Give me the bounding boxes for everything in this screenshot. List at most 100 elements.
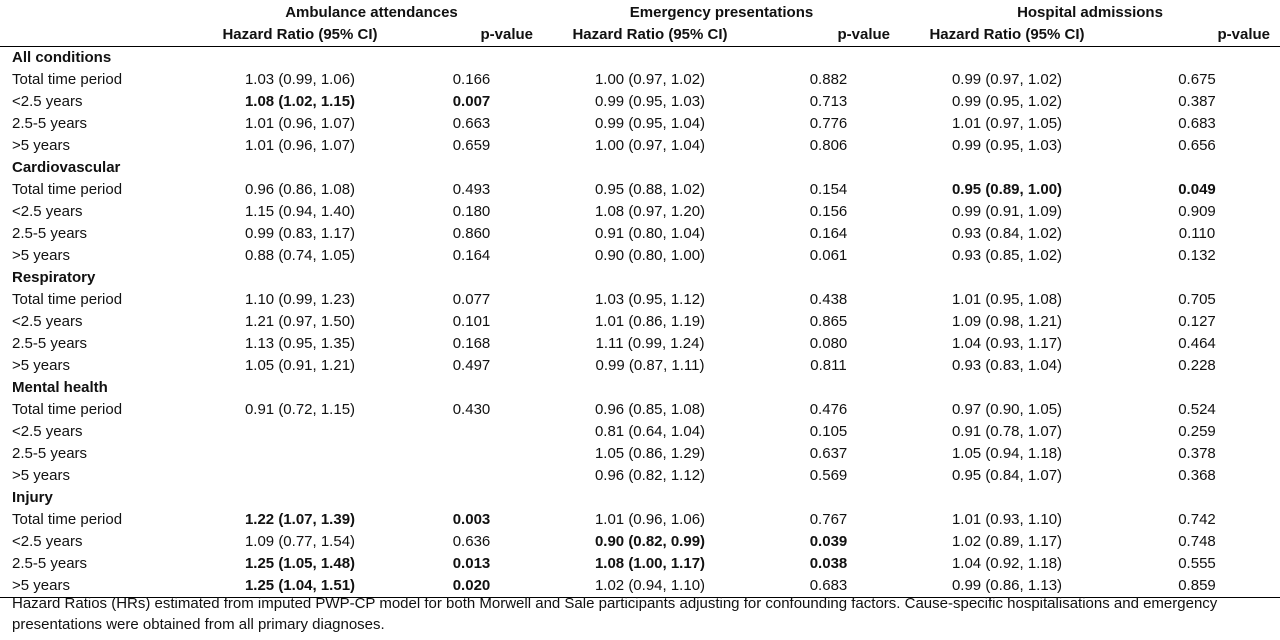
section-title: Cardiovascular [12, 159, 121, 176]
empty-cell [757, 267, 900, 289]
hospital-p-cell: 0.259 [1178, 423, 1216, 440]
emergency-hr-cell: 1.00 (0.97, 1.04) [594, 137, 706, 154]
row-label: <2.5 years [12, 423, 83, 440]
ambulance-hr-cell: 1.25 (1.05, 1.48) [244, 555, 356, 572]
emergency-hr-cell: 0.96 (0.85, 1.08) [594, 401, 706, 418]
hospital-p-cell: 0.127 [1178, 313, 1216, 330]
ambulance-p-cell: 0.430 [452, 401, 491, 418]
emergency-hr-cell: 1.05 (0.86, 1.29) [594, 445, 706, 462]
hospital-hr-cell: 0.99 (0.95, 1.03) [951, 137, 1063, 154]
table-row: Total time period 1.10 (0.99, 1.23) 0.077 1… [0, 289, 1280, 311]
group-header-emergency: Emergency presentations [629, 4, 814, 21]
section-title: Respiratory [12, 269, 96, 286]
ambulance-hr-cell: 1.25 (1.04, 1.51) [200, 575, 400, 598]
emergency-hr-cell: 0.99 (0.87, 1.11) [595, 357, 705, 374]
ambulance-hr-cell [200, 421, 400, 443]
row-label: Total time period [12, 401, 123, 418]
table-row: 2.5-5 years 0.99 (0.83, 1.17) 0.860 0.91 (0… [0, 223, 1280, 245]
empty-cell [543, 157, 757, 179]
emergency-p-cell: 0.806 [809, 137, 848, 154]
hospital-hr-cell: 0.93 (0.83, 1.04) [951, 357, 1063, 374]
empty-cell [200, 487, 400, 509]
table-row: <2.5 years 1.15 (0.94, 1.40) 0.180 1.08 (0.… [0, 201, 1280, 223]
ambulance-hr-cell: 1.09 (0.77, 1.54) [244, 533, 356, 550]
emergency-hr-cell: 1.02 (0.94, 1.10) [543, 575, 757, 598]
hospital-hr-cell: 0.93 (0.84, 1.02) [951, 225, 1063, 242]
ambulance-hr-cell: 1.13 (0.95, 1.35) [244, 335, 356, 352]
table-footnote: Hazard Ratios (HRs) estimated from imput… [12, 595, 1218, 633]
hospital-p-cell: 0.675 [1178, 71, 1216, 88]
ambulance-p-cell: 0.493 [452, 181, 491, 198]
ambulance-p-cell: 0.860 [452, 225, 491, 242]
hospital-hr-cell: 1.01 (0.93, 1.10) [951, 511, 1063, 528]
table-row: 2.5-5 years 1.05 (0.86, 1.29) 0.637 1.05 (0… [0, 443, 1280, 465]
emergency-hr-cell: 1.08 (1.00, 1.17) [594, 555, 706, 572]
hospital-hr-cell: 0.97 (0.90, 1.05) [951, 401, 1063, 418]
empty-cell [400, 377, 543, 399]
ambulance-p-cell [400, 443, 543, 465]
empty-cell [200, 47, 400, 70]
emergency-p-cell: 0.569 [809, 467, 848, 484]
emergency-hr-cell: 0.90 (0.80, 1.00) [594, 247, 706, 264]
emergency-p-cell: 0.713 [809, 93, 848, 110]
ambulance-hr-cell: 1.10 (0.99, 1.23) [244, 291, 356, 308]
emergency-p-cell: 0.080 [809, 335, 848, 352]
row-label: >5 years [12, 357, 70, 374]
section-header-row: Mental health [0, 377, 1280, 399]
emergency-hr-cell: 0.99 (0.95, 1.03) [594, 93, 706, 110]
emergency-hr-cell: 1.11 (0.99, 1.24) [595, 335, 705, 352]
empty-cell [200, 267, 400, 289]
table-row: <2.5 years 1.21 (0.97, 1.50) 0.101 1.01 (0.… [0, 311, 1280, 333]
table-row: >5 years 0.88 (0.74, 1.05) 0.164 0.90 (0.80… [0, 245, 1280, 267]
hospital-p-cell: 0.656 [1178, 137, 1216, 154]
hospital-p-cell: 0.748 [1178, 533, 1216, 550]
hospital-p-cell: 0.859 [1114, 575, 1280, 598]
table-row: 2.5-5 years 1.13 (0.95, 1.35) 0.168 1.11 (0… [0, 333, 1280, 355]
empty-cell [757, 157, 900, 179]
emergency-p-cell: 0.767 [809, 511, 848, 528]
hospital-p-cell: 0.742 [1178, 511, 1216, 528]
hospital-hr-cell: 1.01 (0.97, 1.05) [951, 115, 1063, 132]
hazard-ratio-table: Ambulance attendances Emergency presenta… [0, 2, 1280, 598]
ambulance-hr-cell: 1.21 (0.97, 1.50) [244, 313, 356, 330]
ambulance-hr-cell: 0.91 (0.72, 1.15) [244, 401, 356, 418]
empty-cell [543, 47, 757, 70]
emergency-hr-cell: 0.99 (0.95, 1.04) [594, 115, 706, 132]
ambulance-hr-cell: 1.03 (0.99, 1.06) [244, 71, 356, 88]
hospital-p-cell: 0.387 [1178, 93, 1216, 110]
ambulance-hr-cell [200, 465, 400, 487]
empty-cell [757, 47, 900, 70]
ambulance-p-cell: 0.003 [452, 511, 491, 528]
ambulance-p-cell: 0.166 [452, 71, 491, 88]
row-label: >5 years [12, 137, 70, 154]
sub-header-row: Hazard Ratio (95% CI) p-value Hazard Rat… [0, 24, 1280, 47]
hospital-p-cell: 0.132 [1178, 247, 1216, 264]
hospital-p-cell: 0.683 [1178, 115, 1216, 132]
emergency-p-cell: 0.105 [809, 423, 848, 440]
empty-cell [543, 267, 757, 289]
empty-cell [900, 267, 1114, 289]
empty-cell [1114, 487, 1280, 509]
row-label: >5 years [12, 467, 70, 484]
emergency-hr-cell: 1.01 (0.96, 1.06) [594, 511, 706, 528]
row-label: 2.5-5 years [12, 115, 88, 132]
p-value-header: p-value [400, 24, 543, 47]
hospital-p-cell: 0.524 [1178, 401, 1216, 418]
ambulance-p-cell: 0.164 [452, 247, 491, 264]
ambulance-p-cell [400, 465, 543, 487]
hospital-hr-cell: 0.99 (0.86, 1.13) [900, 575, 1114, 598]
ambulance-p-cell: 0.101 [452, 313, 491, 330]
emergency-hr-cell: 1.08 (0.97, 1.20) [594, 203, 706, 220]
hospital-p-cell: 0.555 [1178, 555, 1216, 572]
emergency-hr-cell: 0.96 (0.82, 1.12) [594, 467, 706, 484]
ambulance-p-cell: 0.013 [452, 555, 491, 572]
emergency-hr-cell: 1.00 (0.97, 1.02) [594, 71, 706, 88]
hospital-p-cell: 0.378 [1178, 445, 1216, 462]
empty-cell [900, 377, 1114, 399]
hospital-p-cell: 0.909 [1178, 203, 1216, 220]
emergency-p-cell: 0.882 [809, 71, 848, 88]
table-row: Total time period 0.96 (0.86, 1.08) 0.493 0… [0, 179, 1280, 201]
row-label: <2.5 years [12, 533, 83, 550]
group-header-ambulance: Ambulance attendances [285, 4, 458, 21]
